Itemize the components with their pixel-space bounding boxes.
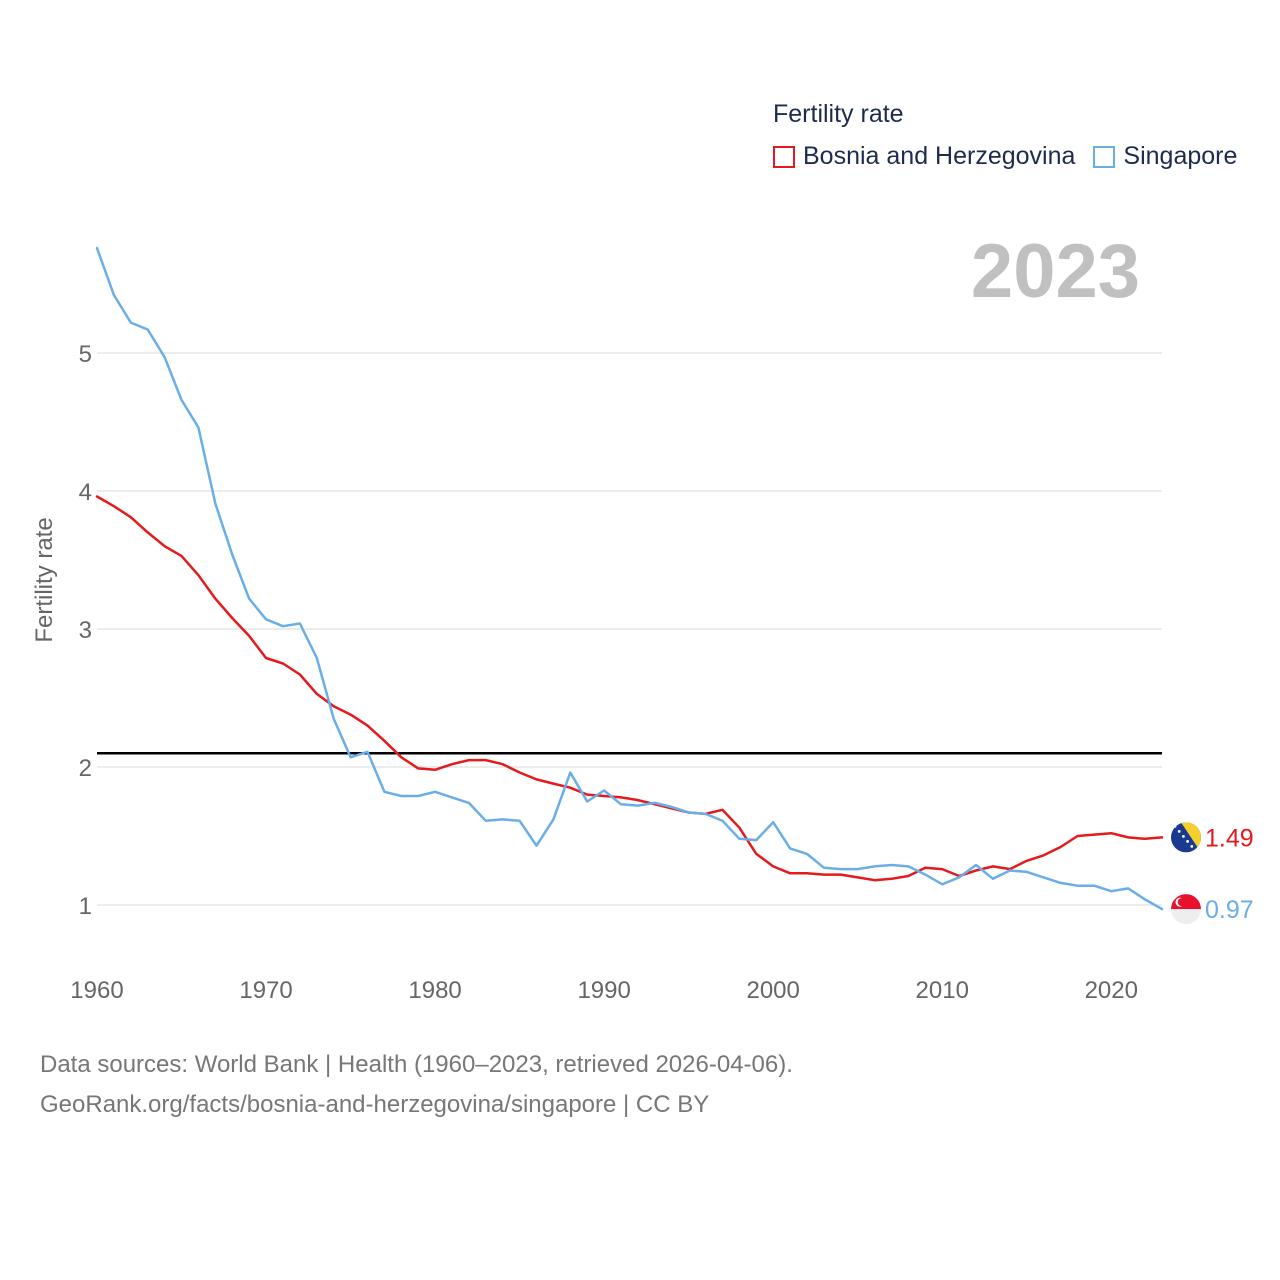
x-tick-label: 2020 (1085, 977, 1138, 1004)
source-note: Data sources: World Bank | Health (1960–… (40, 1045, 793, 1125)
y-tick-label: 3 (79, 617, 92, 644)
source-line-1: Data sources: World Bank | Health (1960–… (40, 1051, 793, 1078)
series-line-bosnia[interactable] (95, 495, 1164, 882)
y-axis-label: Fertility rate (31, 517, 58, 642)
legend-item-singapore[interactable]: Singapore (1093, 142, 1237, 171)
y-tick-label: 1 (79, 893, 92, 920)
x-tick-label: 1990 (577, 977, 630, 1004)
legend-label-singapore: Singapore (1123, 142, 1238, 170)
legend-item-bosnia[interactable]: Bosnia and Herzegovina (773, 142, 1075, 171)
fertility-chart: 1 2 3 4 5 1960 1970 1980 1990 2000 2010 2020 Fertili… (31, 246, 1254, 1004)
x-tick-label: 1960 (70, 977, 123, 1004)
x-tick-label: 1980 (408, 977, 461, 1004)
legend-title: Fertility rate (773, 100, 904, 128)
x-tick-label: 2010 (916, 977, 969, 1004)
year-label: 2023 (970, 229, 1140, 314)
legend-swatch-bosnia (773, 145, 795, 168)
source-line-2[interactable]: GeoRank.org/facts/bosnia-and-herzegovina… (40, 1091, 710, 1118)
singapore-flag-icon (1171, 894, 1201, 925)
y-tick-label: 2 (79, 755, 92, 782)
series-line-singapore[interactable] (95, 246, 1164, 911)
end-value-label-bosnia: 1.49 (1205, 824, 1254, 852)
bosnia-flag-icon (1171, 822, 1201, 853)
end-value-label-singapore: 0.97 (1205, 896, 1254, 924)
x-tick-label: 1970 (239, 977, 292, 1004)
y-tick-label: 4 (79, 479, 92, 506)
y-tick-label: 5 (79, 341, 92, 368)
x-tick-label: 2000 (746, 977, 799, 1004)
legend-swatch-singapore (1093, 145, 1116, 168)
legend-label-bosnia: Bosnia and Herzegovina (803, 142, 1076, 170)
legend: Bosnia and Herzegovina Singapore (773, 142, 1255, 171)
